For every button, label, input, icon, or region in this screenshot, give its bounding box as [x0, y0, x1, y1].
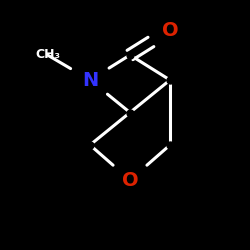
Text: O: O — [162, 20, 178, 40]
Text: CH₃: CH₃ — [35, 48, 60, 62]
Text: N: N — [82, 70, 98, 90]
Text: O: O — [122, 170, 138, 190]
